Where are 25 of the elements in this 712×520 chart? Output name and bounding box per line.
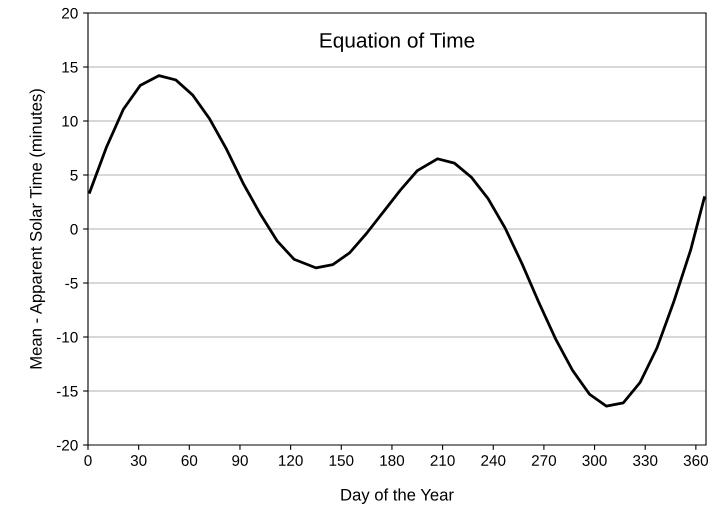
x-tick-label: 270 xyxy=(532,455,556,466)
x-tick-label: 180 xyxy=(380,455,404,466)
y-tick-label: 15 xyxy=(62,62,78,73)
y-tick-label: 0 xyxy=(70,224,78,235)
x-tick-label: 120 xyxy=(279,455,303,466)
y-tick-label: -10 xyxy=(56,332,78,343)
x-tick-label: 30 xyxy=(130,455,147,466)
y-tick-label: 10 xyxy=(62,116,78,127)
x-tick-label: 240 xyxy=(481,455,506,466)
x-tick-label: 90 xyxy=(232,455,248,466)
y-tick-label: -20 xyxy=(56,440,78,451)
y-tick-label: 5 xyxy=(70,170,78,181)
x-axis-title: Day of the Year xyxy=(341,488,454,504)
y-tick-label: -15 xyxy=(56,386,78,397)
x-tick-label: 330 xyxy=(633,455,658,466)
x-tick-label: 300 xyxy=(582,455,607,466)
y-tick-label: 20 xyxy=(62,8,78,19)
text: Equation of Time xyxy=(320,32,474,52)
x-tick-label: 0 xyxy=(84,455,92,466)
x-tick-label: 210 xyxy=(430,455,455,466)
x-tick-label: 360 xyxy=(684,455,708,466)
y-axis-title: Mean - Apparent Solar Time (minutes) xyxy=(30,89,46,368)
y-tick-label: -5 xyxy=(65,278,78,289)
x-tick-label: 60 xyxy=(182,455,198,466)
x-tick-label: 150 xyxy=(330,455,354,466)
